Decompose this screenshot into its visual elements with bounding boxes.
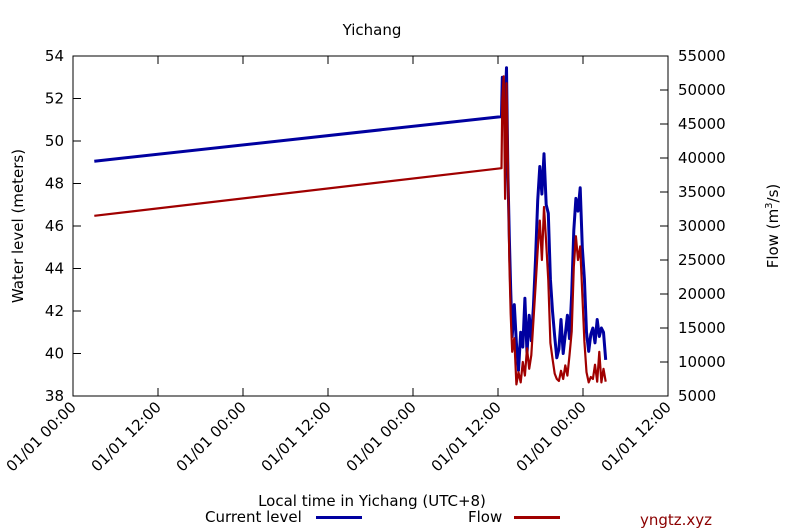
watermark: yngtz.xyz [640, 511, 713, 529]
x-tick-label: 01/01 00:00 [513, 398, 590, 475]
plot-frame [72, 55, 669, 397]
y-tick-label: 48 [45, 175, 64, 193]
y2-axis-label-sup: 3 [764, 202, 775, 208]
y-tick-label: 54 [45, 47, 64, 65]
y-axis-label: Water level (meters) [9, 149, 27, 303]
y2-axis-label-end: /s) [764, 184, 782, 203]
x-tick-label: 01/01 12:00 [428, 398, 505, 475]
y2-tick-label: 50000 [678, 81, 726, 99]
y2-tick-label: 10000 [678, 353, 726, 371]
y2-tick-label: 30000 [678, 217, 726, 235]
y-axis-left: 38 40 42 44 46 48 50 52 54 [45, 47, 81, 405]
x-tick-label: 01/01 12:00 [258, 398, 335, 475]
x-tick-label: 01/01 12:00 [598, 398, 675, 475]
y-tick-label: 38 [45, 387, 64, 405]
y2-tick-label: 25000 [678, 251, 726, 269]
y-tick-label: 40 [45, 345, 64, 363]
y-tick-label: 50 [45, 132, 64, 150]
y-axis-right: 5000 10000 15000 20000 25000 30000 35000 40000 4… [660, 47, 726, 405]
legend-label-current-level: Current level [205, 508, 302, 526]
y-tick-label: 44 [45, 260, 64, 278]
y2-tick-label: 35000 [678, 183, 726, 201]
legend-swatch-current-level [316, 516, 362, 519]
x-tick-label: 01/01 00:00 [343, 398, 420, 475]
legend-label-flow: Flow [468, 508, 503, 526]
y2-tick-label: 40000 [678, 149, 726, 167]
y2-tick-label: 45000 [678, 115, 726, 133]
y2-axis-label-base: Flow (m [764, 209, 782, 268]
x-tick-label: 01/01 12:00 [88, 398, 165, 475]
y2-axis-label: Flow (m3/s) [764, 184, 782, 269]
series-line-flow [94, 75, 607, 386]
chart-title: Yichang [342, 21, 402, 39]
y2-tick-label: 55000 [678, 47, 726, 65]
y-tick-label: 46 [45, 217, 64, 235]
series-line-current-level [94, 66, 608, 372]
x-tick-label: 01/01 00:00 [173, 398, 250, 475]
y-tick-label: 42 [45, 302, 64, 320]
legend-swatch-flow [514, 516, 560, 519]
x-axis-label: Local time in Yichang (UTC+8) [258, 492, 486, 510]
series-layer [94, 66, 608, 386]
x-tick-label: 01/01 00:00 [3, 398, 80, 475]
y2-tick-label: 15000 [678, 319, 726, 337]
y2-tick-label: 20000 [678, 285, 726, 303]
y2-tick-label: 5000 [678, 387, 716, 405]
y-tick-label: 52 [45, 90, 64, 108]
